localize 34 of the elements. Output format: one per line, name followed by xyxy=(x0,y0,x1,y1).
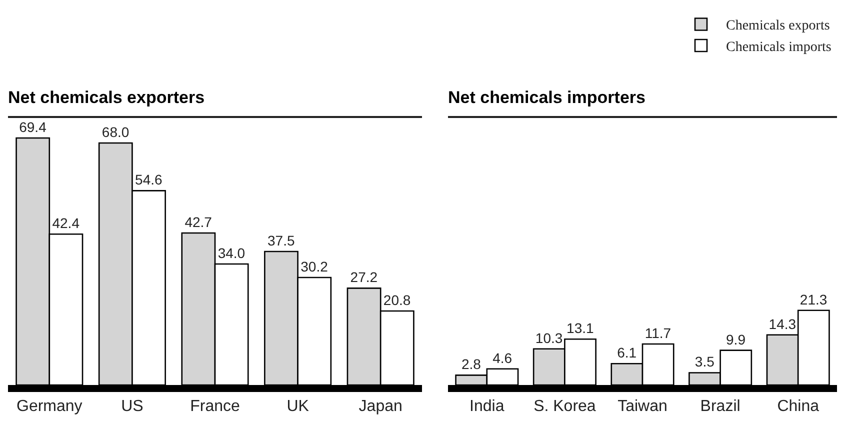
x-tick-label: China xyxy=(777,398,820,416)
data-label: 14.3 xyxy=(768,316,796,332)
chart-title: Net chemicals exporters xyxy=(8,88,422,118)
x-tick-label: Japan xyxy=(358,398,402,416)
data-label: 27.2 xyxy=(350,269,378,286)
data-label: 6.1 xyxy=(617,344,637,361)
legend-label: Chemicals exports xyxy=(726,18,830,34)
legend-label: Chemicals imports xyxy=(726,40,832,55)
data-label: 10.3 xyxy=(535,330,563,346)
x-tick-label: Brazil xyxy=(700,398,740,416)
data-label: 69.4 xyxy=(19,119,47,135)
data-label: 37.5 xyxy=(268,232,295,249)
data-label: 13.1 xyxy=(566,320,594,336)
data-label: 11.7 xyxy=(644,325,672,341)
x-tick-label: Germany xyxy=(16,398,82,416)
x-tick-label: S. Korea xyxy=(534,398,596,416)
x-tick-label: Taiwan xyxy=(618,398,668,416)
data-label: 21.3 xyxy=(800,291,828,308)
data-label: 54.6 xyxy=(135,172,162,188)
x-tick-label: India xyxy=(470,398,504,416)
data-label: 4.6 xyxy=(492,350,512,366)
data-label: 2.8 xyxy=(462,356,482,372)
data-label: 34.0 xyxy=(218,244,246,261)
x-tick-label: US xyxy=(121,398,144,416)
data-label: 9.9 xyxy=(726,331,746,348)
data-label: 68.0 xyxy=(102,124,130,140)
x-tick-label: France xyxy=(190,398,240,416)
data-label: 30.2 xyxy=(300,258,328,275)
x-tick-label: UK xyxy=(286,398,310,416)
data-label: 20.8 xyxy=(383,292,411,308)
chart-title: Net chemicals importers xyxy=(448,88,837,118)
data-label: 42.7 xyxy=(184,214,212,230)
data-label: 3.5 xyxy=(694,354,715,370)
data-label: 42.4 xyxy=(52,215,80,232)
